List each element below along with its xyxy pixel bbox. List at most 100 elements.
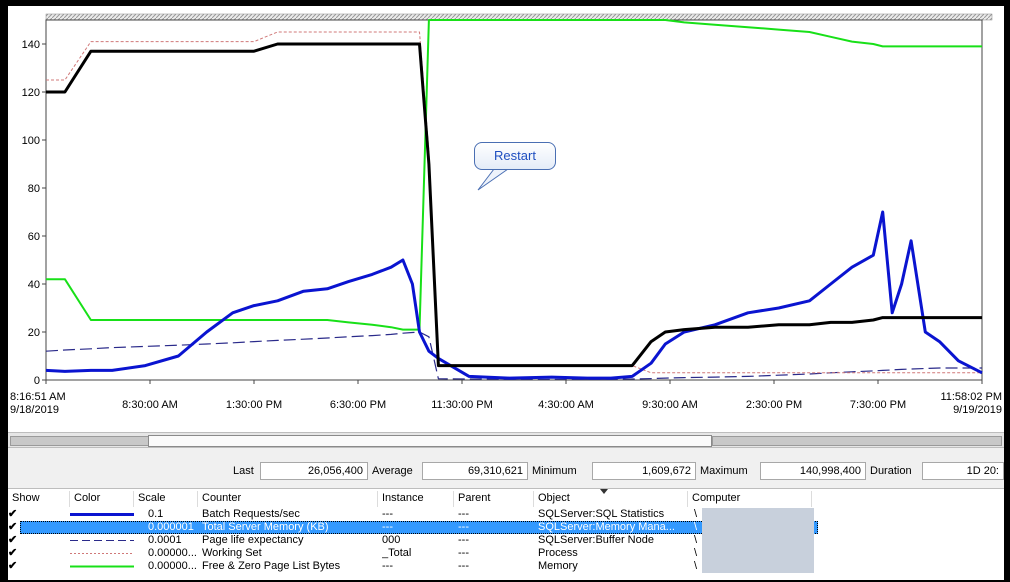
counter-row[interactable]: ✔ 0.1 Batch Requests/sec --- --- SQLServer:SQ… [8, 508, 1004, 521]
instance-cell: 000 [382, 534, 401, 546]
counter-cell: Page life expectancy [202, 534, 304, 546]
scroll-thumb[interactable] [148, 435, 712, 447]
counter-row[interactable]: ✔ 0.00000... Working Set _Total --- Process \ [8, 547, 1004, 560]
computer-cell: \ [694, 508, 698, 520]
computer-cell: \ [694, 560, 698, 572]
redacted-computer-name [702, 521, 814, 534]
parent-cell: --- [458, 521, 469, 533]
color-swatch [70, 527, 134, 528]
parent-cell: --- [458, 534, 469, 546]
scale-cell: 0.00000... [148, 547, 197, 559]
redacted-computer-name [702, 508, 814, 521]
x-tick-label: 11:58:02 PM [940, 391, 1002, 403]
instance-cell: --- [382, 560, 393, 572]
column-header-show[interactable]: Show [8, 491, 70, 507]
column-header-scale[interactable]: Scale [134, 491, 198, 507]
time-range-scrollbar[interactable] [8, 432, 1004, 448]
counter-cell: Working Set [202, 547, 262, 559]
y-tick-label: 40 [28, 279, 40, 291]
column-header-object[interactable]: Object [534, 491, 688, 507]
y-tick-label: 60 [28, 231, 40, 243]
x-tick-label: 8:16:51 AM [10, 391, 66, 403]
perfmon-window: 0 20 40 60 80 100 120 140 8:16:51 AM 9/18/2019 8:3… [8, 6, 1004, 580]
color-swatch [70, 540, 134, 541]
x-tick-label: 6:30:00 PM [330, 399, 386, 411]
maximum-label: Maximum [700, 465, 748, 477]
computer-cell: \ [694, 521, 698, 533]
show-checkbox[interactable]: ✔ [8, 508, 18, 520]
column-header-computer[interactable]: Computer [688, 491, 812, 507]
counter-row[interactable]: ✔ 0.000001 Total Server Memory (KB) --- --- S… [8, 521, 1004, 534]
x-tick-label: 1:30:00 PM [226, 399, 282, 411]
counter-cell: Free & Zero Page List Bytes [202, 560, 341, 572]
counter-cell: Total Server Memory (KB) [202, 521, 329, 533]
y-tick-label: 120 [22, 87, 40, 99]
counter-cell: Batch Requests/sec [202, 508, 300, 520]
last-label: Last [233, 465, 254, 477]
scroll-track-right [712, 436, 1002, 446]
counter-row[interactable]: ✔ 0.0001 Page life expectancy 000 --- SQLServ… [8, 534, 1004, 547]
column-header-color[interactable]: Color [70, 491, 134, 507]
counter-table: Show Color Scale Counter Instance Parent… [8, 488, 1004, 580]
series-line-2 [45, 331, 982, 380]
scale-cell: 0.0001 [148, 534, 182, 546]
sort-arrow-icon [600, 489, 608, 494]
column-header-instance[interactable]: Instance [378, 491, 454, 507]
scale-cell: 0.000001 [148, 521, 194, 533]
scale-cell: 0.00000... [148, 560, 197, 572]
x-tick-label: 11:30:00 PM [431, 399, 493, 411]
show-checkbox[interactable]: ✔ [8, 534, 18, 546]
duration-value: 1D 20: [922, 462, 1004, 480]
performance-chart[interactable]: 0 20 40 60 80 100 120 140 8:16:51 AM9/18/2019 8:3… [8, 6, 1004, 432]
restart-callout: Restart [474, 142, 556, 170]
instance-cell: --- [382, 508, 393, 520]
x-tick-label: 8:30:00 AM [122, 399, 178, 411]
instance-cell: _Total [382, 547, 412, 559]
show-checkbox[interactable]: ✔ [8, 547, 18, 559]
color-swatch [70, 513, 134, 516]
last-value: 26,056,400 [260, 462, 368, 480]
column-header-counter[interactable]: Counter [198, 491, 378, 507]
stats-bar: Last 26,056,400 Average 69,310,621 Minim… [8, 448, 1004, 488]
y-tick-label: 0 [34, 375, 40, 387]
parent-cell: --- [458, 508, 469, 520]
color-swatch [70, 565, 134, 568]
scale-cell: 0.1 [148, 508, 164, 520]
duration-label: Duration [870, 465, 912, 477]
color-swatch [70, 553, 134, 554]
object-cell: SQLServer:SQL Statistics [538, 508, 665, 520]
computer-cell: \ [694, 547, 698, 559]
series-line-1 [46, 42, 982, 368]
redacted-computer-name [702, 560, 814, 573]
instance-cell: --- [382, 521, 393, 533]
show-checkbox[interactable]: ✔ [8, 521, 18, 533]
y-tick-label: 140 [22, 39, 40, 51]
y-tick-label: 80 [28, 183, 40, 195]
series-line-4 [46, 19, 982, 331]
x-tick-date-label: 9/18/2019 [10, 404, 59, 416]
x-tick-label: 9:30:00 AM [642, 399, 698, 411]
x-tick-label: 2:30:00 PM [746, 399, 802, 411]
redacted-computer-name [702, 534, 814, 547]
object-cell: SQLServer:Buffer Node [538, 534, 654, 546]
scroll-track-left [10, 436, 150, 446]
column-header-parent[interactable]: Parent [454, 491, 534, 507]
computer-cell: \ [694, 534, 698, 546]
x-tick-date-label: 9/19/2019 [953, 404, 1002, 416]
average-value: 69,310,621 [422, 462, 528, 480]
object-cell: Process [538, 547, 578, 559]
maximum-value: 140,998,400 [760, 462, 866, 480]
plot-area [45, 19, 983, 381]
x-tick-label: 7:30:00 PM [850, 399, 906, 411]
series-line-0 [45, 210, 983, 380]
object-cell: Memory [538, 560, 578, 572]
counter-row[interactable]: ✔ 0.00000... Free & Zero Page List Bytes --… [8, 560, 1004, 573]
object-cell: SQLServer:Memory Mana... [538, 521, 675, 533]
show-checkbox[interactable]: ✔ [8, 560, 18, 572]
redacted-computer-name [702, 547, 814, 560]
y-tick-label: 100 [22, 135, 40, 147]
minimum-label: Minimum [532, 465, 577, 477]
parent-cell: --- [458, 547, 469, 559]
selection-highlight [20, 521, 818, 534]
y-tick-label: 20 [28, 327, 40, 339]
